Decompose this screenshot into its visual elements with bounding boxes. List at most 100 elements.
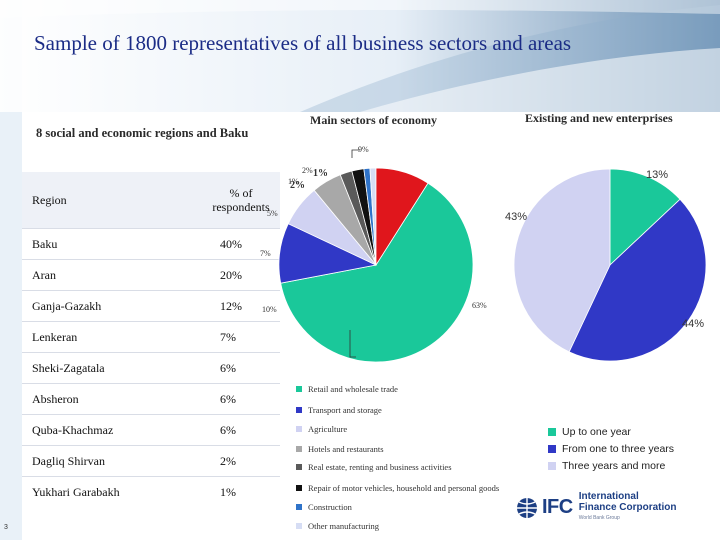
legend-swatch: [296, 426, 302, 432]
legend-item: Transport and storage: [296, 405, 506, 415]
regions-table: Region % of respondents Baku 40% Aran 20% Ga…: [22, 172, 280, 507]
regions-heading: 8 social and economic regions and Baku: [36, 126, 249, 140]
legend-label: Hotels and restaurants: [308, 444, 384, 454]
table-row: Baku 40%: [22, 228, 280, 260]
pie-slice-label: 63%: [472, 301, 487, 310]
region-pct: 6%: [162, 383, 280, 415]
pie-slice-label: 7%: [260, 249, 271, 258]
pie-slice-label: 1%: [313, 168, 328, 179]
region-pct: 6%: [162, 352, 280, 384]
col-pct-header: % of respondents: [212, 186, 270, 214]
legend-label: Construction: [308, 502, 352, 512]
legend-swatch: [548, 428, 556, 436]
region-name: Lenkeran: [22, 321, 162, 353]
legend-swatch: [296, 464, 302, 470]
legend-item: From one to three years: [548, 443, 674, 455]
pie-slice-label: 2%: [302, 166, 313, 175]
legend-item: Agriculture: [296, 424, 506, 434]
region-name: Ganja-Gazakh: [22, 290, 162, 322]
table-row: Aran 20%: [22, 259, 280, 291]
header-decoration: [0, 0, 720, 112]
table-row: Absheron 6%: [22, 383, 280, 415]
ifc-wordmark: IFC: [542, 496, 573, 518]
pie-slice: [609, 168, 681, 266]
pie-slice-label: 5%: [267, 209, 278, 218]
chart1-title: Main sectors of economy: [310, 113, 437, 127]
region-name: Dagliq Shirvan: [22, 445, 162, 477]
region-pct: 1%: [162, 476, 280, 507]
ifc-globe-icon: [517, 497, 537, 518]
table-row: Lenkeran 7%: [22, 321, 280, 353]
ifc-corp-line1: International: [578, 491, 639, 502]
label-connector: [349, 330, 356, 358]
legend-label: Repair of motor vehicles, household and …: [308, 483, 500, 493]
legend-label: Real estate, renting and business activi…: [308, 462, 452, 472]
legend-swatch: [296, 386, 302, 392]
region-pct: 6%: [162, 414, 280, 446]
legend-label: Other manufacturing: [308, 521, 380, 531]
legend-item: Three years and more: [548, 460, 665, 472]
legend-label: Retail and wholesale trade: [308, 384, 398, 394]
region-name: Sheki-Zagatala: [22, 352, 162, 384]
region-pct: 7%: [162, 321, 280, 353]
pie-slice-label: 2%: [290, 180, 305, 191]
legend-item: Real estate, renting and business activi…: [296, 462, 506, 472]
region-pct: 2%: [162, 445, 280, 477]
pie-slice-label: 1%: [288, 177, 299, 186]
region-name: Aran: [22, 259, 162, 291]
ifc-logo: IFC International Finance Corporation Wo…: [516, 491, 677, 524]
table-row: Yukhari Garabakh 1%: [22, 476, 280, 507]
table-row: Quba-Khachmaz 6%: [22, 414, 280, 446]
legend-label: Up to one year: [562, 426, 631, 438]
pie-slice-label: 43%: [505, 211, 527, 223]
region-name: Quba-Khachmaz: [22, 414, 162, 446]
table-header-row: Region % of respondents: [22, 172, 280, 229]
region-name: Baku: [22, 228, 162, 260]
region-pct: 20%: [162, 259, 280, 291]
legend-item: Up to one year: [548, 426, 631, 438]
table-row: Dagliq Shirvan 2%: [22, 445, 280, 477]
legend-label: From one to three years: [562, 443, 675, 455]
pie-slice-label: 44%: [682, 318, 704, 330]
pie-slice: [568, 198, 707, 362]
side-stripe: [0, 0, 22, 540]
table-header-band: [22, 172, 280, 229]
label-connector: [351, 149, 360, 158]
table-row: Ganja-Gazakh 12%: [22, 290, 280, 322]
legend-label: Agriculture: [308, 424, 348, 434]
legend-label: Three years and more: [562, 460, 666, 472]
pie-slice-label: 10%: [262, 305, 277, 314]
region-name: Absheron: [22, 383, 162, 415]
legend-item: Construction: [296, 502, 506, 512]
ifc-corp-line2: Finance Corporation: [578, 502, 677, 513]
legend-item: Repair of motor vehicles, household and …: [296, 483, 506, 493]
legend-swatch: [296, 523, 302, 529]
table-row: Sheki-Zagatala 6%: [22, 352, 280, 384]
col-region-header: Region: [32, 192, 67, 207]
ifc-corp-line3: World Bank Group: [578, 515, 620, 521]
ifc-corp-text: International Finance Corporation World …: [579, 491, 677, 524]
pie-slice-label: 9%: [358, 145, 369, 154]
legend-item: Hotels and restaurants: [296, 444, 506, 454]
slide-title: Sample of 1800 representatives of all bu…: [34, 31, 572, 55]
pie-slice: [280, 182, 474, 363]
legend-swatch: [296, 504, 302, 510]
region-pct: 12%: [162, 290, 280, 322]
legend-item: Retail and wholesale trade: [296, 384, 506, 394]
legend-swatch: [548, 445, 556, 453]
pie-slice-label: 13%: [646, 169, 668, 181]
legend-item: Other manufacturing: [296, 521, 506, 531]
region-pct: 40%: [162, 228, 280, 260]
legend-swatch: [296, 446, 302, 452]
region-name: Yukhari Garabakh: [22, 476, 162, 507]
slide-footer: 3: [4, 524, 8, 531]
pie-slice: [513, 168, 611, 353]
chart2-title: Existing and new enterprises: [525, 111, 673, 125]
legend-swatch: [296, 407, 302, 413]
pie-slice: [375, 167, 429, 267]
legend-swatch: [296, 485, 302, 491]
legend-swatch: [548, 462, 556, 470]
legend-label: Transport and storage: [308, 405, 382, 415]
